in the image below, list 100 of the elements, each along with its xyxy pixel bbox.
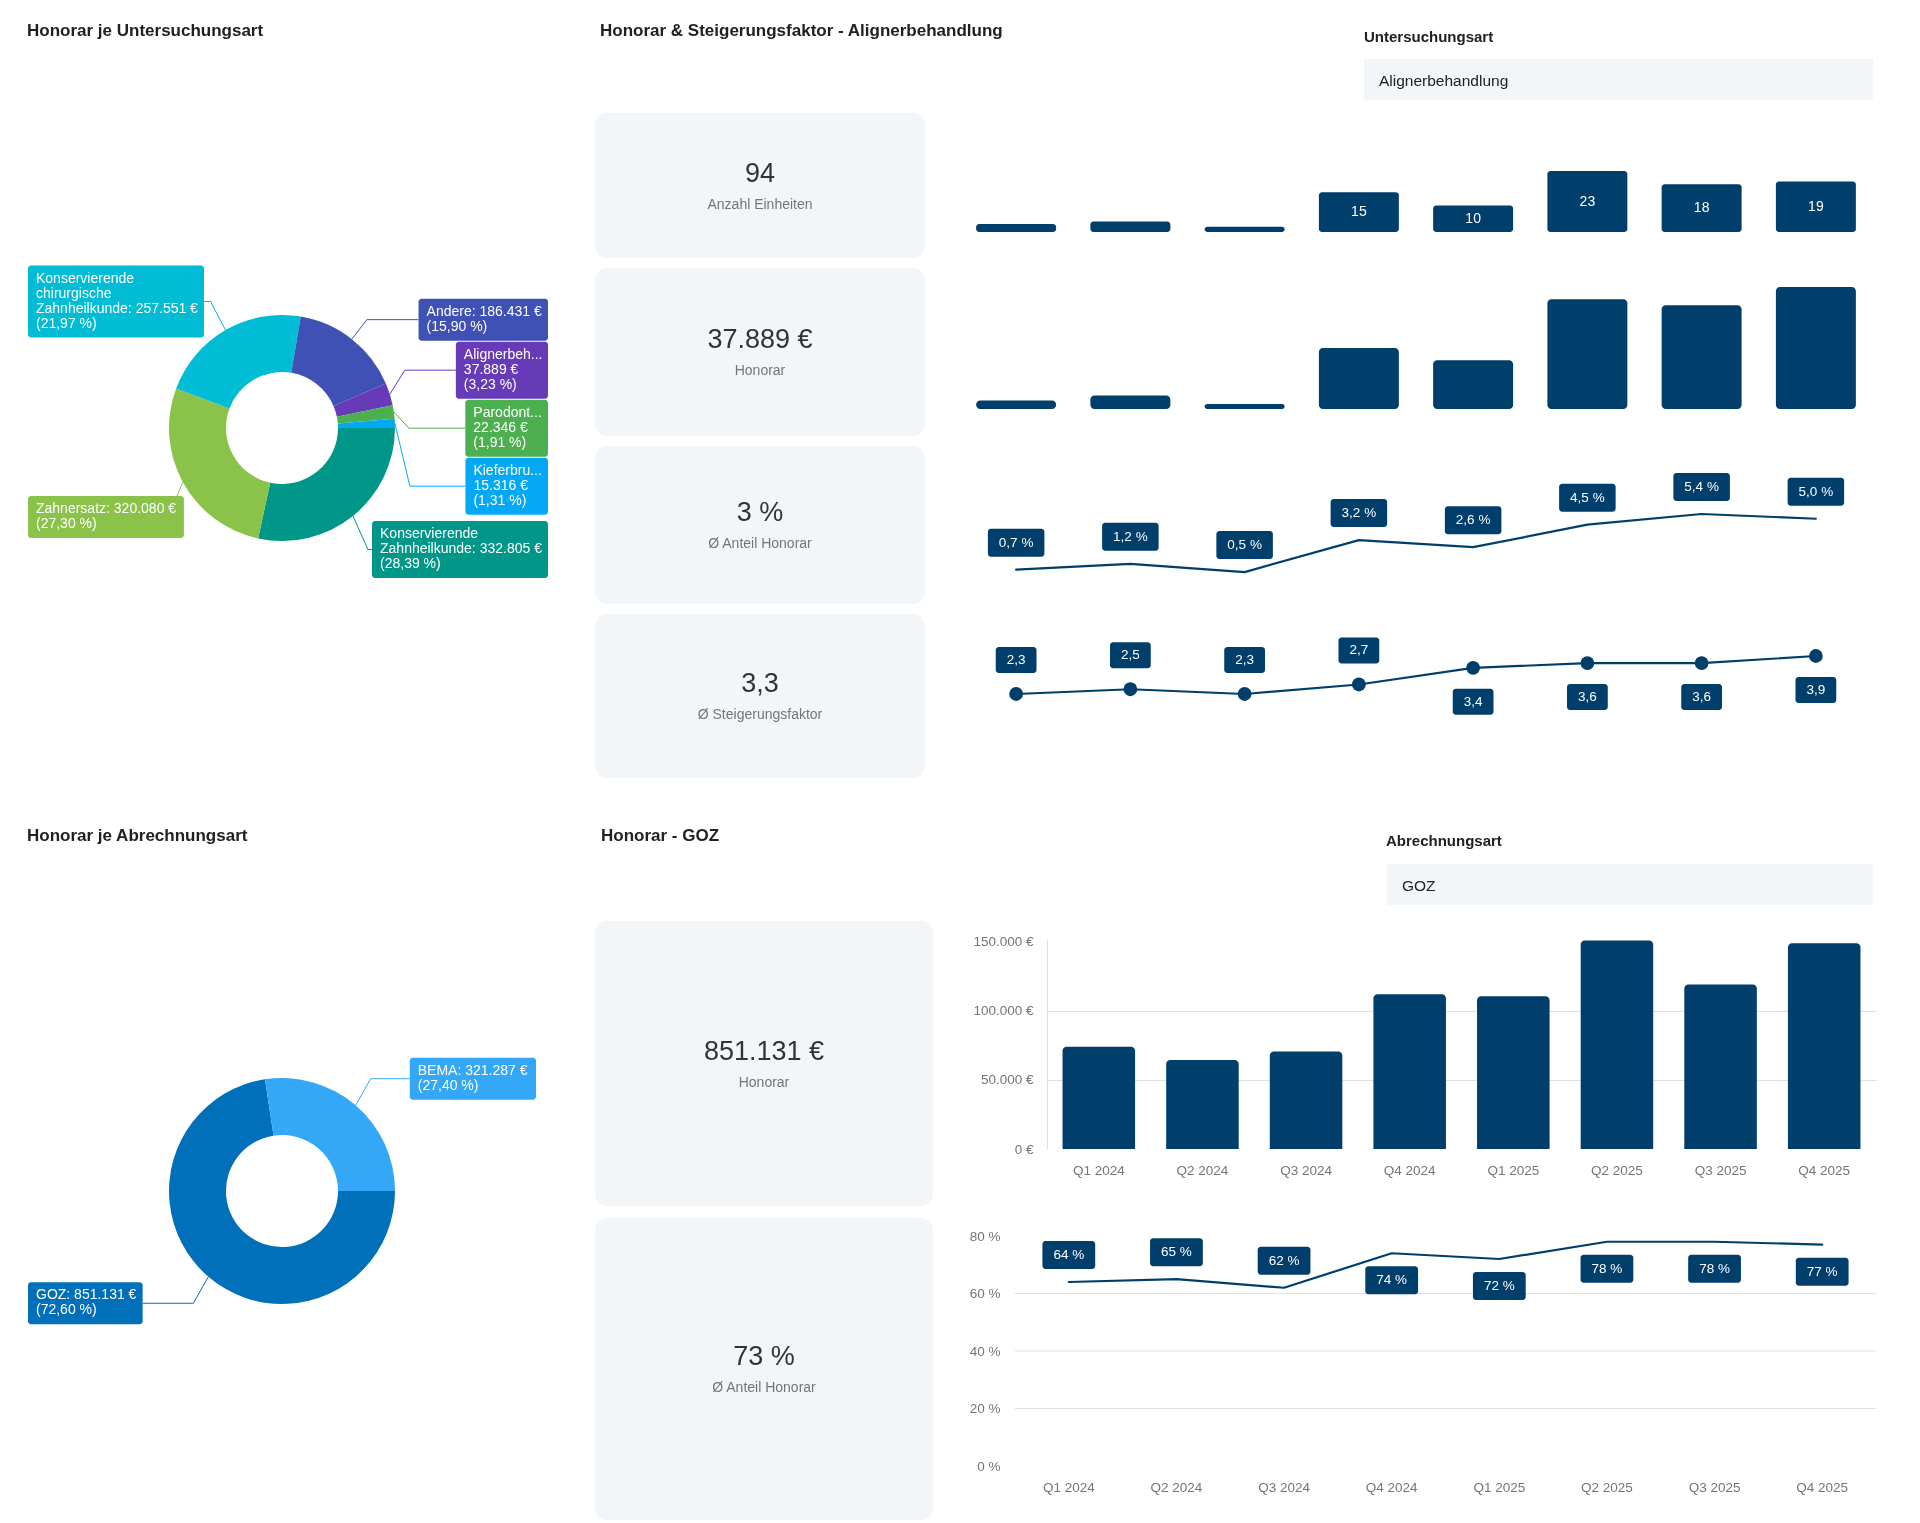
- bar: [1787, 943, 1861, 1149]
- data-label: 3,6: [1692, 689, 1712, 705]
- data-label: 2,7: [1349, 642, 1369, 658]
- data-label: 3,9: [1806, 682, 1826, 697]
- bar: [1684, 984, 1757, 1149]
- chart-title: Honorar je Untersuchungsart: [27, 21, 264, 40]
- bar: [1204, 404, 1285, 409]
- bar: [1477, 996, 1550, 1149]
- data-label: 15.316 € (1,31 %): [473, 476, 529, 508]
- y-tick-label: 40 %: [969, 1343, 1001, 1359]
- text: Honorar & Steigerungsfaktor - Alignerbehandlung: [600, 21, 1003, 40]
- x-tick-label: Q2 2025: [1581, 1479, 1633, 1495]
- y-tick-label: 150.000 €: [973, 934, 1034, 950]
- text: Alignerbehandlung: [1379, 71, 1509, 89]
- slice-label: GOZ: 851.131 € (72,60 %): [36, 1286, 137, 1318]
- bar: [1580, 940, 1654, 1149]
- text: Anzahl Einheiten: [707, 195, 813, 212]
- x-tick-label: Q1 2024: [1072, 1162, 1126, 1178]
- data-label: 2,5: [1120, 647, 1140, 663]
- bar: [1547, 171, 1628, 232]
- text: Untersuchungsart: [1364, 28, 1494, 45]
- data-label: 64 %: [1053, 1247, 1085, 1262]
- data-label: 4,5 %: [1570, 489, 1605, 505]
- bar: [1090, 395, 1171, 409]
- y-tick-label: 0 €: [1014, 1141, 1034, 1157]
- text: Honorar: [734, 362, 786, 378]
- data-label: 2,3: [1006, 651, 1026, 667]
- data-label: 78 %: [1591, 1260, 1623, 1276]
- slice-label: Zahnersatz: 320.080 € (27,30 %): [36, 500, 177, 532]
- x-tick-label: Q1 2025: [1487, 1162, 1540, 1178]
- point: [1466, 660, 1481, 675]
- bar: [976, 400, 1057, 409]
- x-tick-label: Q4 2024: [1365, 1479, 1419, 1495]
- x-tick-label: Q1 2024: [1042, 1479, 1096, 1495]
- bar: [1433, 360, 1514, 409]
- data-label: 78 %: [1699, 1260, 1730, 1276]
- bar: [1204, 226, 1285, 232]
- text: 37.889 €: [707, 324, 813, 354]
- x-tick-label: Q3 2025: [1694, 1162, 1747, 1178]
- bar: [1062, 1046, 1136, 1149]
- point: [1237, 687, 1252, 701]
- y-tick-label: 80 %: [969, 1228, 1001, 1244]
- data-label: 19: [1808, 197, 1824, 214]
- x-tick-label: Q4 2024: [1383, 1162, 1437, 1178]
- y-tick-label: 20 %: [969, 1401, 1001, 1416]
- bar: [1547, 299, 1628, 409]
- data-label: 3,2 %: [1341, 505, 1377, 521]
- data-label: 22.346 € (1,91 %): [473, 418, 529, 450]
- y-tick-label: 0 %: [977, 1458, 1001, 1474]
- x-tick-label: Q4 2025: [1796, 1479, 1849, 1495]
- text: 3 %: [736, 497, 784, 527]
- bar: [1661, 305, 1742, 409]
- slice-label: Konservierende chirurgische Zahnheilkunde: 257.551 € (21,97 %): [36, 269, 199, 331]
- x-tick-label: Q3 2025: [1688, 1479, 1741, 1495]
- data-label: 1,2 %: [1113, 528, 1148, 544]
- point: [1808, 649, 1823, 663]
- bar: [1373, 994, 1446, 1149]
- x-tick-label: Q2 2025: [1591, 1162, 1643, 1178]
- text: 73 %: [733, 1341, 795, 1371]
- slice-label: Kieferbru...: [473, 461, 542, 478]
- x-tick-label: Q1 2025: [1473, 1479, 1526, 1495]
- point: [1351, 677, 1366, 692]
- text: Ø Steigerungsfaktor: [697, 706, 823, 722]
- data-label: 0,5 %: [1227, 537, 1262, 553]
- text: Ø Anteil Honorar: [708, 535, 813, 551]
- data-label: 3,4: [1463, 693, 1483, 709]
- x-tick-label: Q3 2024: [1280, 1162, 1333, 1178]
- bar: [1090, 221, 1171, 232]
- text: Honorar: [738, 1073, 790, 1090]
- point: [1694, 656, 1709, 670]
- y-tick-label: 100.000 €: [973, 1003, 1034, 1019]
- bar: [1269, 1051, 1343, 1149]
- point: [1009, 687, 1024, 701]
- y-tick-label: 60 %: [969, 1286, 1001, 1301]
- chart-title: Honorar je Abrechnungsart: [27, 826, 248, 845]
- x-tick-label: Q2 2024: [1176, 1162, 1229, 1178]
- bar: [976, 224, 1057, 232]
- bar: [1775, 287, 1856, 409]
- bar: [1318, 348, 1399, 409]
- text: GOZ: [1402, 876, 1436, 894]
- slice-label: Konservierende Zahnheilkunde: 332.805 € (28,39 %): [380, 525, 543, 572]
- x-tick-label: Q3 2024: [1258, 1479, 1311, 1495]
- data-label: 2,6 %: [1455, 512, 1491, 528]
- bar: [1775, 181, 1856, 232]
- data-label: 74 %: [1376, 1272, 1408, 1288]
- data-label: 15: [1351, 203, 1367, 220]
- bar: [1433, 205, 1514, 232]
- data-label: 77 %: [1806, 1263, 1838, 1279]
- bar: [1661, 184, 1742, 232]
- point: [1123, 682, 1138, 697]
- data-label: 10: [1465, 209, 1482, 226]
- text: Ø Anteil Honorar: [712, 1379, 817, 1395]
- bar: [1318, 192, 1399, 232]
- text: Abrechnungsart: [1386, 832, 1502, 849]
- donut-slice: [169, 388, 271, 539]
- point: [1580, 656, 1595, 670]
- data-label: 62 %: [1268, 1252, 1300, 1268]
- data-label: 65 %: [1161, 1244, 1192, 1260]
- text: 3,3: [741, 668, 779, 698]
- data-label: 5,4 %: [1684, 479, 1719, 494]
